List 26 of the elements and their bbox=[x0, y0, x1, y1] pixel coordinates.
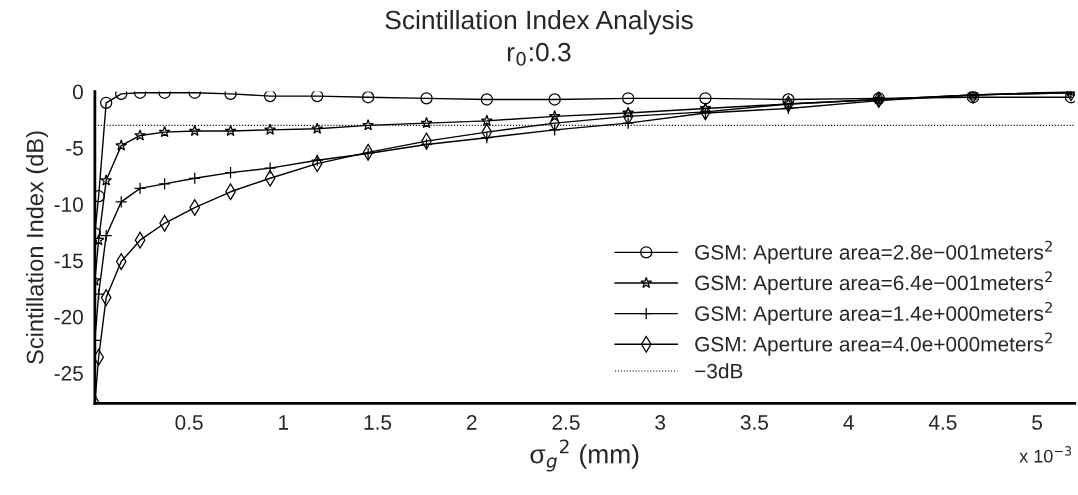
x-tick-label: 5 bbox=[1032, 415, 1042, 430]
y-tick-label: -10 bbox=[54, 197, 83, 212]
legend-label: GSM: Aperture area=2.8e−001meters$^{2}$ bbox=[695, 240, 1052, 264]
legend-label: GSM: Aperture area=6.4e−001meters$^{2}$ bbox=[695, 271, 1052, 295]
x-tick-label: 4 bbox=[843, 415, 854, 430]
y-tick-label: -20 bbox=[54, 309, 83, 325]
y-tick-label: -25 bbox=[54, 366, 83, 381]
y-axis-title: Scintillation Index (dB) bbox=[26, 131, 49, 364]
y-tick-label: 0 bbox=[72, 84, 83, 100]
x-tick-label: 4.5 bbox=[928, 415, 957, 430]
x-tick-label: 1.5 bbox=[364, 415, 392, 430]
x-tick-label: 3 bbox=[655, 415, 666, 430]
y-tick-label: -5 bbox=[66, 141, 83, 156]
legend-label: GSM: Aperture area=1.4e+000meters$^{2}$ bbox=[695, 301, 1052, 326]
x-tick-label: 2 bbox=[467, 415, 477, 430]
text: x 10$^{−3}$ bbox=[1019, 446, 1072, 463]
y-tick-label: -15 bbox=[54, 253, 83, 269]
x-tick-label: 3.5 bbox=[740, 415, 769, 430]
legend-label: −3dB bbox=[695, 363, 743, 379]
x-axis-title: σ$_{g}$$^{2}$ (mm) bbox=[530, 439, 639, 472]
chart-subtitle: r$_{0}$:0.3 bbox=[507, 42, 571, 66]
chart-title: Scintillation Index Analysis bbox=[385, 9, 693, 35]
x-tick-label: 2.5 bbox=[552, 415, 580, 430]
x-tick-label: 0.5 bbox=[175, 415, 203, 430]
legend-label: GSM: Aperture area=4.0e+000meters$^{2}$ bbox=[695, 332, 1052, 356]
x-tick-label: 1 bbox=[279, 415, 289, 430]
